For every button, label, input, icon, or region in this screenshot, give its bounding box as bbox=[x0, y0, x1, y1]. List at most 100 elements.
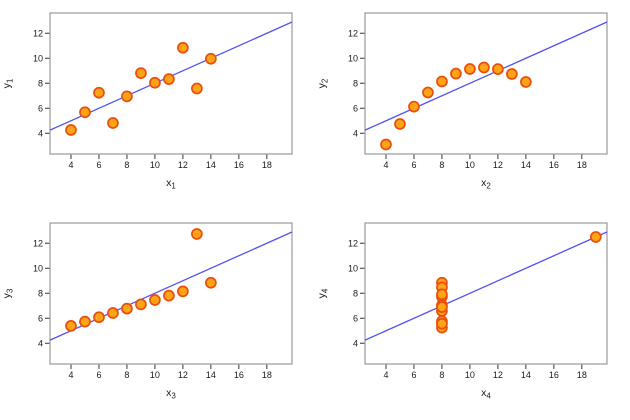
y-tick-label: 8 bbox=[353, 288, 358, 298]
y-tick-label: 8 bbox=[38, 288, 43, 298]
data-point bbox=[65, 124, 77, 136]
panel-3: 4 6 8 10 12 14 16 18 4 6 8 10 12 x3 y3 bbox=[0, 210, 315, 420]
y-tick-label: 12 bbox=[348, 28, 358, 38]
panel-2: 4 6 8 10 12 14 16 18 4 6 8 10 12 x2 y2 bbox=[315, 0, 630, 210]
data-point bbox=[380, 138, 392, 151]
x-tick-label: 8 bbox=[124, 160, 129, 170]
y-tick-label: 6 bbox=[38, 103, 43, 113]
y-axis-label: y2 bbox=[316, 78, 330, 88]
x-tick-label: 16 bbox=[234, 370, 244, 380]
y-tick-label: 12 bbox=[348, 238, 358, 248]
y-tick-label: 12 bbox=[33, 28, 43, 38]
x-tick-label: 4 bbox=[68, 370, 73, 380]
y-tick-label: 6 bbox=[353, 103, 358, 113]
data-point bbox=[79, 106, 91, 119]
data-point bbox=[149, 76, 161, 89]
data-point bbox=[107, 307, 119, 319]
x-tick-label: 4 bbox=[383, 160, 388, 170]
data-point bbox=[191, 228, 203, 240]
y-tick-label: 4 bbox=[38, 128, 43, 138]
data-point bbox=[163, 289, 175, 302]
x-axis-label: x1 bbox=[166, 177, 176, 191]
x-tick-label: 14 bbox=[206, 160, 216, 170]
y-tick-label: 6 bbox=[353, 313, 358, 323]
x-tick-label: 14 bbox=[521, 160, 531, 170]
data-point bbox=[589, 231, 602, 243]
plot-box bbox=[49, 12, 293, 155]
data-point bbox=[121, 90, 133, 103]
data-point bbox=[93, 86, 105, 99]
data-point bbox=[191, 82, 203, 95]
data-point bbox=[93, 311, 105, 324]
y-tick-label: 10 bbox=[348, 263, 358, 273]
data-point bbox=[107, 117, 119, 129]
x-tick-label: 6 bbox=[411, 370, 416, 380]
data-point bbox=[506, 68, 518, 80]
x-tick-label: 4 bbox=[68, 160, 73, 170]
data-point bbox=[436, 317, 448, 330]
data-point bbox=[436, 75, 448, 88]
data-point bbox=[492, 63, 504, 75]
x-tick-label: 18 bbox=[262, 370, 272, 380]
x-tick-label: 18 bbox=[577, 160, 587, 170]
data-point bbox=[422, 86, 434, 99]
plot-box bbox=[49, 222, 293, 365]
x-tick-label: 8 bbox=[439, 160, 444, 170]
y-tick-label: 8 bbox=[353, 78, 358, 88]
regression-line bbox=[364, 21, 608, 131]
x-tick-label: 10 bbox=[465, 370, 475, 380]
x-tick-label: 4 bbox=[383, 370, 388, 380]
data-point bbox=[478, 61, 490, 74]
plot-box bbox=[364, 222, 608, 365]
panel-1: 4 6 8 10 12 14 16 18 4 6 8 10 12 x1 y1 bbox=[0, 0, 315, 210]
y-tick-label: 8 bbox=[38, 78, 43, 88]
x-tick-label: 12 bbox=[493, 160, 503, 170]
data-point bbox=[450, 67, 462, 80]
data-point bbox=[205, 52, 217, 65]
data-point bbox=[135, 67, 147, 79]
data-point bbox=[436, 301, 448, 313]
data-point bbox=[65, 320, 77, 332]
y-tick-label: 4 bbox=[353, 128, 358, 138]
panel-4: 4 6 8 10 12 14 16 18 4 6 8 10 12 x4 y4 bbox=[315, 210, 630, 420]
data-point bbox=[79, 315, 91, 328]
x-tick-label: 10 bbox=[150, 370, 160, 380]
x-tick-label: 10 bbox=[150, 160, 160, 170]
data-point bbox=[436, 288, 448, 301]
data-point bbox=[177, 285, 189, 298]
x-tick-label: 18 bbox=[577, 370, 587, 380]
x-axis-label: x2 bbox=[481, 177, 491, 191]
plot-box bbox=[364, 12, 608, 155]
data-point bbox=[149, 294, 161, 306]
x-tick-label: 18 bbox=[262, 160, 272, 170]
data-point bbox=[177, 41, 189, 54]
regression-line bbox=[364, 231, 608, 341]
x-tick-label: 12 bbox=[178, 160, 188, 170]
x-tick-label: 8 bbox=[124, 370, 129, 380]
x-tick-label: 14 bbox=[206, 370, 216, 380]
y-axis-label: y4 bbox=[316, 288, 330, 298]
y-tick-label: 10 bbox=[33, 263, 43, 273]
y-tick-label: 12 bbox=[33, 238, 43, 248]
data-point bbox=[520, 76, 532, 88]
y-tick-label: 4 bbox=[38, 338, 43, 348]
data-point bbox=[394, 118, 406, 130]
x-tick-label: 6 bbox=[96, 370, 101, 380]
data-point bbox=[163, 73, 175, 85]
y-tick-label: 10 bbox=[33, 53, 43, 63]
y-tick-label: 10 bbox=[348, 53, 358, 63]
y-axis-label: y3 bbox=[1, 288, 15, 298]
x-tick-label: 12 bbox=[178, 370, 188, 380]
data-point bbox=[408, 100, 420, 113]
data-point bbox=[205, 276, 217, 289]
x-tick-label: 14 bbox=[521, 370, 531, 380]
data-point bbox=[135, 298, 147, 311]
x-tick-label: 6 bbox=[96, 160, 101, 170]
x-tick-label: 10 bbox=[465, 160, 475, 170]
x-tick-label: 6 bbox=[411, 160, 416, 170]
